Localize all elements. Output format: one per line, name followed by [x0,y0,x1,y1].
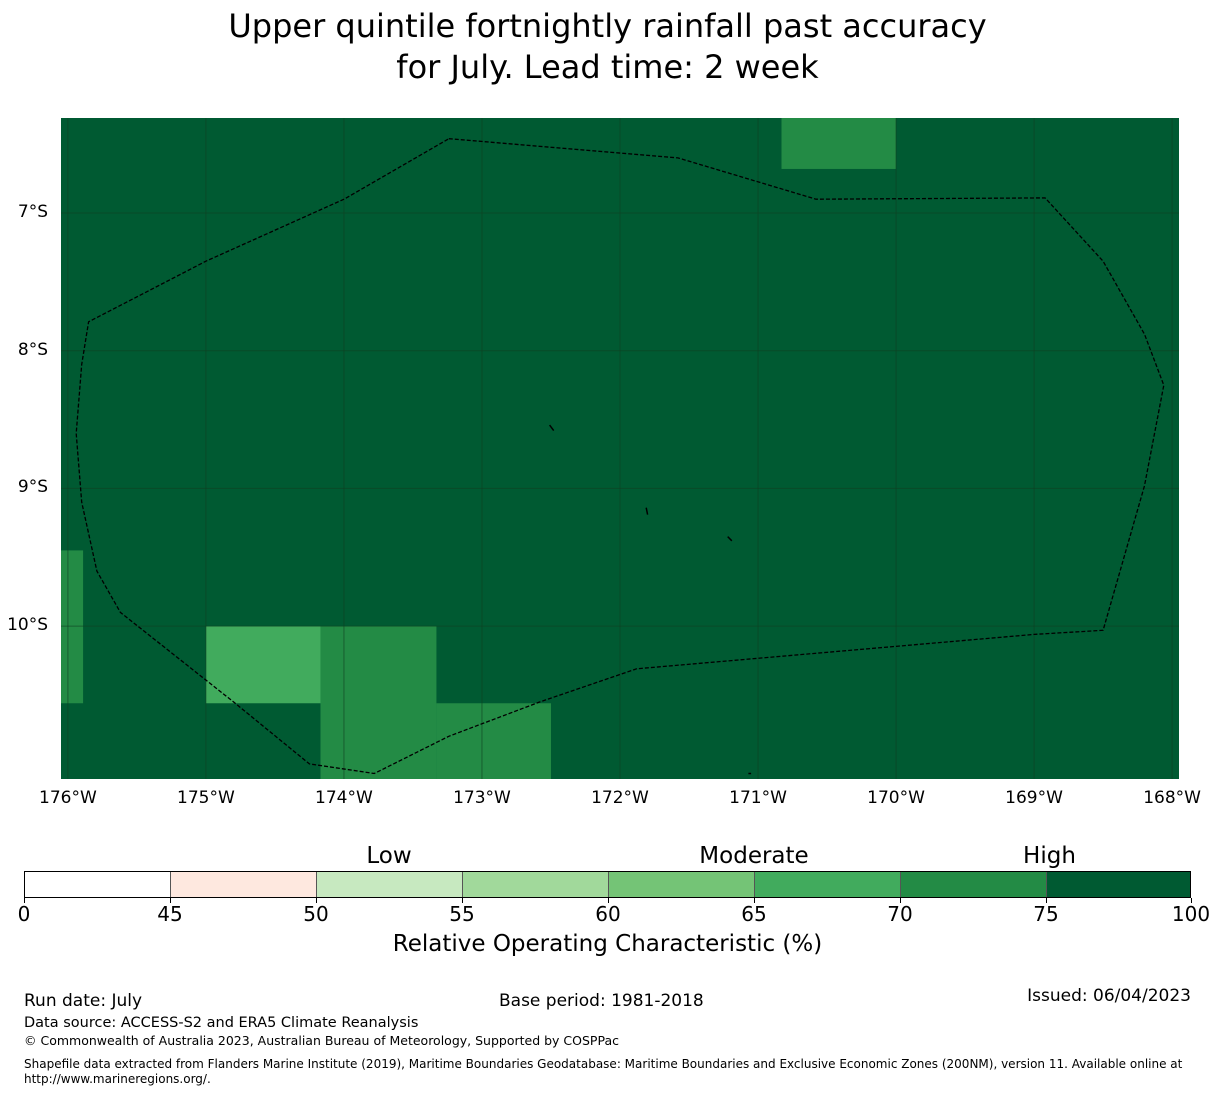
colorbar-tick-label: 55 [449,902,475,926]
map-title: Upper quintile fortnightly rainfall past… [0,6,1215,88]
copyright-notice: © Commonwealth of Australia 2023, Austra… [24,1033,619,1048]
colorbar-segment-50-55 [316,871,462,898]
colorbar-tick-label: 60 [595,902,621,926]
longitude-tick-label: 169°W [1005,788,1063,808]
colorbar-segment-0-45 [24,871,170,898]
longitude-tick-label: 172°W [591,788,649,808]
longitude-tick-label: 170°W [867,788,925,808]
data-source: Data source: ACCESS-S2 and ERA5 Climate … [24,1015,419,1031]
colorbar [24,871,1191,898]
colorbar-tick-label: 45 [157,902,183,926]
latitude-tick-label: 10°S [7,615,48,636]
latitude-tick-label: 8°S [17,339,48,360]
base-period: Base period: 1981-2018 [499,991,704,1011]
latitude-tick-label: 9°S [17,477,48,498]
run-date: Run date: July [24,991,143,1011]
category-label-low: Low [366,843,412,869]
colorbar-tick-mark [1046,898,1047,903]
longitude-tick-label: 175°W [177,788,235,808]
longitude-tick-label: 168°W [1143,788,1201,808]
longitude-tick-label: 171°W [729,788,787,808]
colorbar-tick-label: 100 [1171,902,1211,926]
island-outline-2 [645,507,649,515]
colorbar-title: Relative Operating Characteristic (%) [392,931,823,957]
colorbar-segment-60-65 [608,871,754,898]
shapefile-credit-line-1: Shapefile data extracted from Flanders M… [24,1057,1183,1071]
island-outline-1 [548,424,555,432]
colorbar-tick-mark [24,898,25,903]
colorbar-tick-mark [608,898,609,903]
title-line-1: Upper quintile fortnightly rainfall past… [228,7,987,45]
latitude-tick-label: 7°S [17,202,48,223]
accuracy-cell-1 [781,118,897,169]
colorbar-segment-55-60 [462,871,608,898]
colorbar-tick-label: 70 [887,902,913,926]
accuracy-cell-5 [436,703,551,779]
eez-boundary-line [75,138,1165,775]
colorbar-segment-65-70 [754,871,900,898]
colorbar-tick-mark [170,898,171,903]
category-label-moderate: Moderate [699,843,809,869]
category-label-high: High [1023,843,1076,869]
island-outline-3 [727,536,733,542]
title-line-2: for July. Lead time: 2 week [396,48,819,86]
shapefile-credit-line-2: http://www.marineregions.org/. [24,1072,211,1086]
longitude-tick-label: 173°W [453,788,511,808]
colorbar-segment-70-75 [900,871,1046,898]
colorbar-tick-label: 50 [303,902,329,926]
colorbar-tick-label: 75 [1033,902,1059,926]
colorbar-tick-mark [316,898,317,903]
longitude-tick-label: 174°W [315,788,373,808]
longitude-tick-label: 176°W [39,788,97,808]
accuracy-cell-4 [320,626,437,779]
colorbar-tick-mark [462,898,463,903]
colorbar-tick-mark [1191,898,1192,903]
accuracy-cell-3 [205,626,321,704]
rainfall-accuracy-map [61,118,1179,779]
issued-date: Issued: 06/04/2023 [1027,986,1191,1006]
colorbar-tick-mark [900,898,901,903]
accuracy-cell-2 [61,550,84,704]
colorbar-tick-mark [754,898,755,903]
colorbar-tick-label: 0 [17,902,31,926]
map-panel: 7°S 8°S 9°S 10°S 176°W 175°W 174°W 173°W 172°W 17… [7,118,1201,808]
colorbar-segment-45-50 [170,871,316,898]
colorbar-segment-75-100 [1046,871,1191,898]
colorbar-tick-label: 65 [741,902,767,926]
